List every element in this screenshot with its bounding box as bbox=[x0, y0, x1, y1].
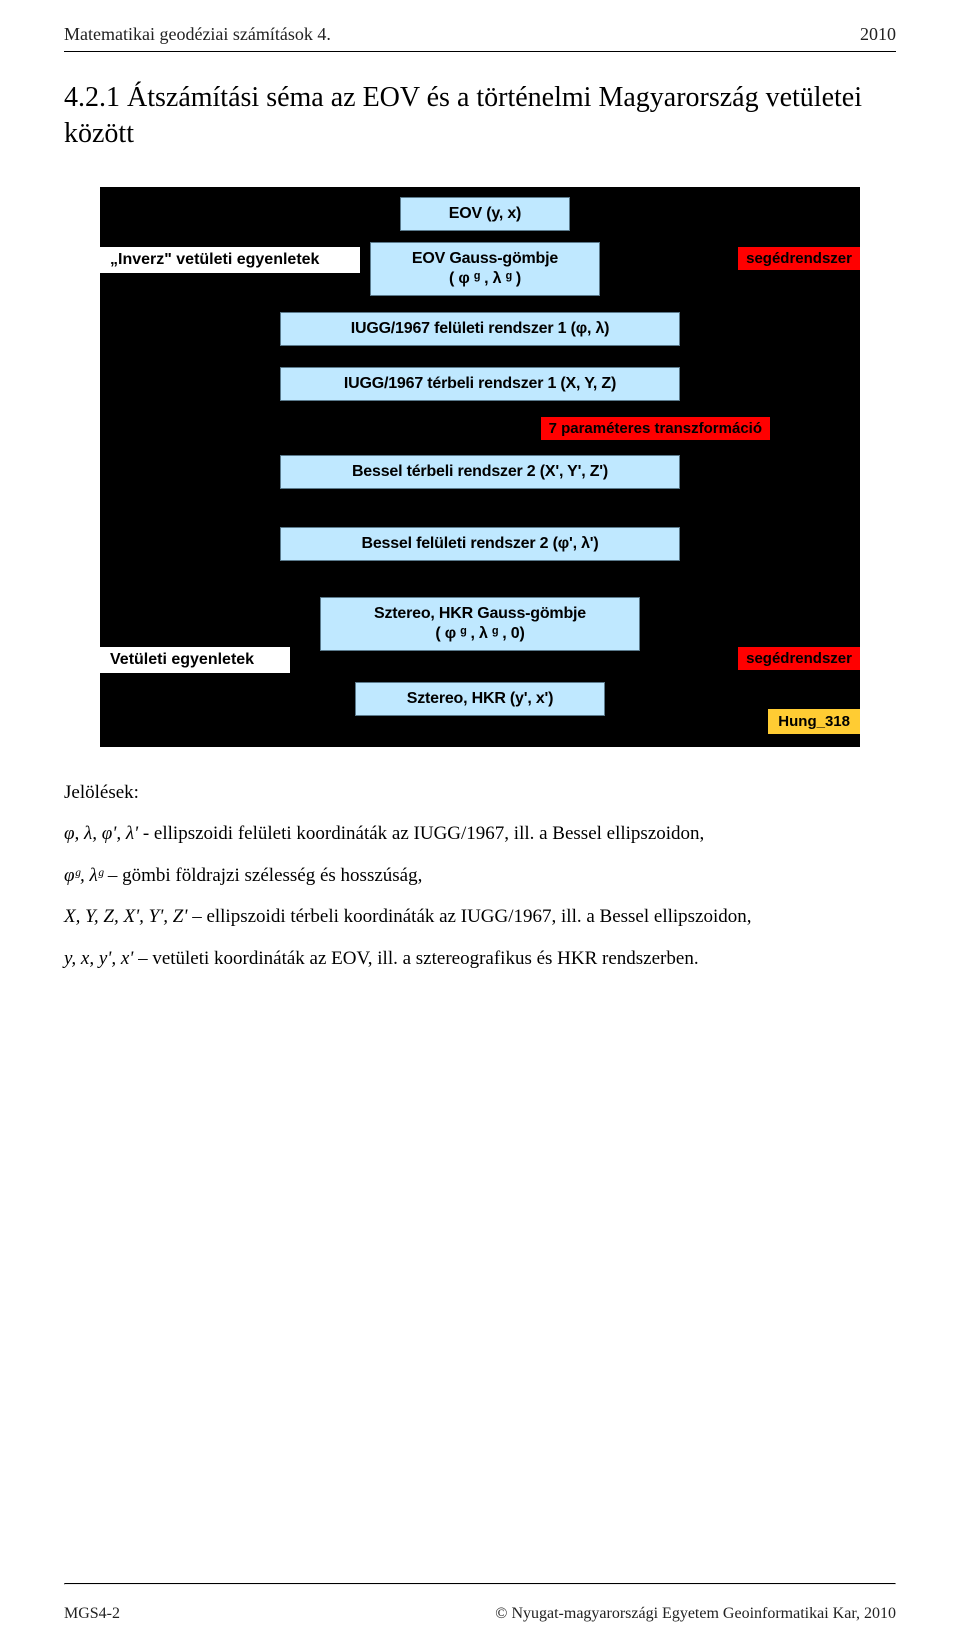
running-header-left: Matematikai geodéziai számítások 4. bbox=[64, 24, 331, 45]
label-vetuleti: Vetületi egyenletek bbox=[100, 647, 290, 673]
legend-desc-2: – gömbi földrajzi szélesség és hosszúság… bbox=[108, 865, 422, 886]
node-sztereo-gauss-l1: Sztereo, HKR Gauss-gömbje bbox=[374, 605, 586, 622]
legend-desc-4: – vetületi koordináták az EOV, ill. a sz… bbox=[138, 948, 699, 969]
node-sztereo-hkr: Sztereo, HKR (y', x') bbox=[355, 682, 605, 716]
page-footer: MGS4-2 © Nyugat-magyarországi Egyetem Ge… bbox=[64, 1605, 896, 1623]
node-eov-gauss-l2: ( φ ᵍ , λ ᵍ ) bbox=[383, 269, 587, 289]
running-header-right: 2010 bbox=[860, 24, 896, 45]
document-page: Matematikai geodéziai számítások 4. 2010… bbox=[0, 0, 960, 1645]
legend-symbols-1: φ, λ, φ', λ' bbox=[64, 823, 143, 844]
node-sztereo-gauss-l2: ( φ ᵍ , λ ᵍ , 0) bbox=[333, 624, 627, 644]
legend-symbols-4: y, x, y', x' bbox=[64, 948, 138, 969]
label-inverz: „Inverz" vetületi egyenletek bbox=[100, 247, 360, 273]
node-bessel-spatial: Bessel térbeli rendszer 2 (X', Y', Z') bbox=[280, 455, 680, 489]
label-transzformacio: 7 paraméteres transzformáció bbox=[541, 417, 770, 440]
legend-line-2: φᵍ, λᵍ – gömbi földrajzi szélesség és ho… bbox=[64, 862, 896, 890]
legend-desc-1: - ellipszoidi felületi koordináták az IU… bbox=[143, 823, 704, 844]
legend-line-1: φ, λ, φ', λ' - ellipszoidi felületi koor… bbox=[64, 820, 896, 848]
label-segedrendszer-1: segédrendszer bbox=[738, 247, 860, 270]
node-eov-gauss: EOV Gauss-gömbje ( φ ᵍ , λ ᵍ ) bbox=[370, 242, 600, 296]
legend-symbols-2: φᵍ, λᵍ bbox=[64, 865, 108, 886]
footer-rule bbox=[64, 1583, 896, 1585]
footer-left: MGS4-2 bbox=[64, 1605, 120, 1623]
label-hung318: Hung_318 bbox=[768, 709, 860, 734]
node-iugg-surface: IUGG/1967 felületi rendszer 1 (φ, λ) bbox=[280, 312, 680, 346]
node-eov: EOV (y, x) bbox=[400, 197, 570, 231]
node-sztereo-gauss: Sztereo, HKR Gauss-gömbje ( φ ᵍ , λ ᵍ , … bbox=[320, 597, 640, 651]
legend-block: Jelölések: φ, λ, φ', λ' - ellipszoidi fe… bbox=[64, 779, 896, 973]
legend-line-4: y, x, y', x' – vetületi koordináták az E… bbox=[64, 945, 896, 973]
legend-line-3: X, Y, Z, X', Y', Z' – ellipszoidi térbel… bbox=[64, 903, 896, 931]
legend-symbols-3: X, Y, Z, X', Y', Z' bbox=[64, 906, 192, 927]
header-rule bbox=[64, 51, 896, 52]
running-header: Matematikai geodéziai számítások 4. 2010 bbox=[64, 24, 896, 45]
legend-intro: Jelölések: bbox=[64, 779, 896, 807]
node-iugg-spatial: IUGG/1967 térbeli rendszer 1 (X, Y, Z) bbox=[280, 367, 680, 401]
section-title: 4.2.1 Átszámítási séma az EOV és a törté… bbox=[64, 80, 896, 153]
node-eov-gauss-l1: EOV Gauss-gömbje bbox=[412, 250, 558, 267]
footer-right: © Nyugat-magyarországi Egyetem Geoinform… bbox=[495, 1605, 896, 1623]
transformation-diagram: „Inverz" vetületi egyenletek Vetületi eg… bbox=[100, 187, 860, 747]
label-segedrendszer-2: segédrendszer bbox=[738, 647, 860, 670]
legend-desc-3: – ellipszoidi térbeli koordináták az IUG… bbox=[192, 906, 751, 927]
node-bessel-surface: Bessel felületi rendszer 2 (φ', λ') bbox=[280, 527, 680, 561]
